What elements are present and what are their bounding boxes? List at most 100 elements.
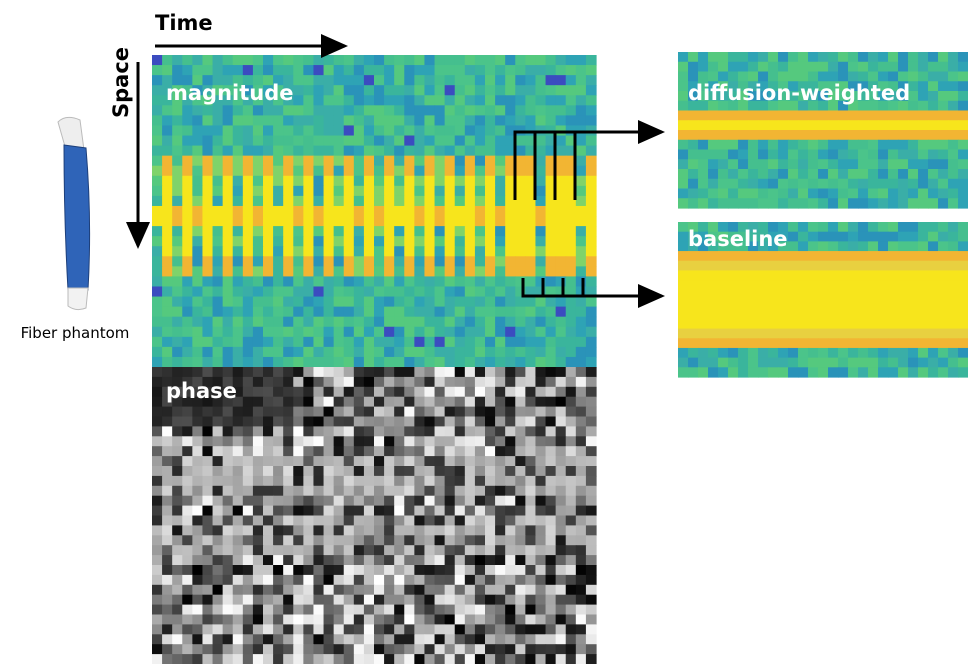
baseline-pixel bbox=[878, 338, 889, 348]
magnitude-pixel bbox=[455, 276, 466, 287]
phase-pixel bbox=[475, 624, 486, 635]
phase-pixel bbox=[586, 585, 597, 596]
phase-pixel bbox=[344, 624, 355, 635]
magnitude-pixel bbox=[334, 246, 345, 257]
dw-pixel bbox=[908, 189, 919, 199]
magnitude-pixel bbox=[546, 206, 557, 217]
dw-pixel bbox=[948, 189, 959, 199]
phase-pixel bbox=[424, 367, 435, 378]
baseline-pixel bbox=[748, 358, 759, 368]
phase-pixel bbox=[202, 426, 213, 437]
magnitude-pixel bbox=[566, 266, 577, 277]
phase-pixel bbox=[445, 426, 456, 437]
phase-pixel bbox=[404, 377, 415, 388]
phase-pixel bbox=[394, 367, 405, 378]
phase-pixel bbox=[354, 644, 365, 655]
magnitude-pixel bbox=[213, 307, 224, 318]
phase-pixel bbox=[152, 605, 163, 616]
phase-pixel bbox=[445, 476, 456, 487]
magnitude-pixel bbox=[344, 125, 355, 136]
magnitude-pixel bbox=[465, 226, 476, 237]
magnitude-pixel bbox=[243, 176, 254, 187]
magnitude-pixel bbox=[576, 55, 587, 66]
phase-pixel bbox=[172, 496, 183, 507]
phase-pixel bbox=[384, 575, 395, 586]
dw-pixel bbox=[718, 52, 729, 62]
phase-pixel bbox=[324, 575, 335, 586]
phase-pixel bbox=[152, 397, 163, 408]
baseline-pixel bbox=[858, 251, 869, 261]
dw-pixel bbox=[678, 81, 689, 91]
baseline-pixel bbox=[818, 232, 829, 242]
phase-pixel bbox=[253, 417, 264, 428]
magnitude-pixel bbox=[182, 307, 193, 318]
phase-pixel bbox=[354, 456, 365, 467]
phase-pixel bbox=[213, 516, 224, 527]
phase-pixel bbox=[445, 575, 456, 586]
magnitude-pixel bbox=[344, 317, 355, 328]
baseline-pixel bbox=[948, 300, 959, 310]
dw-pixel bbox=[718, 189, 729, 199]
magnitude-pixel bbox=[515, 166, 526, 177]
phase-pixel bbox=[586, 545, 597, 556]
magnitude-pixel bbox=[293, 146, 304, 157]
phase-pixel bbox=[475, 466, 486, 477]
phase-pixel bbox=[485, 486, 496, 497]
phase-pixel bbox=[354, 585, 365, 596]
magnitude-pixel bbox=[223, 317, 234, 328]
magnitude-pixel bbox=[414, 276, 425, 287]
baseline-pixel bbox=[928, 300, 939, 310]
baseline-pixel bbox=[838, 329, 849, 339]
baseline-pixel bbox=[948, 319, 959, 329]
dw-pixel bbox=[798, 179, 809, 189]
phase-pixel bbox=[546, 367, 557, 378]
magnitude-pixel bbox=[233, 125, 244, 136]
magnitude-pixel bbox=[465, 276, 476, 287]
magnitude-pixel bbox=[485, 337, 496, 348]
phase-pixel bbox=[152, 436, 163, 447]
magnitude-pixel bbox=[475, 196, 486, 207]
magnitude-pixel bbox=[344, 136, 355, 147]
baseline-pixel bbox=[848, 358, 859, 368]
dw-pixel bbox=[848, 62, 859, 72]
phase-pixel bbox=[152, 654, 163, 664]
magnitude-pixel bbox=[586, 176, 597, 187]
baseline-pixel bbox=[928, 290, 939, 300]
phase-pixel bbox=[324, 377, 335, 388]
phase-pixel bbox=[404, 565, 415, 576]
phase-pixel bbox=[404, 595, 415, 606]
phase-pixel bbox=[414, 605, 425, 616]
magnitude-pixel bbox=[556, 276, 567, 287]
magnitude-pixel bbox=[465, 166, 476, 177]
magnitude-pixel bbox=[162, 65, 173, 76]
phase-pixel bbox=[556, 377, 567, 388]
magnitude-pixel bbox=[243, 206, 254, 217]
phase-pixel bbox=[263, 407, 274, 418]
phase-pixel bbox=[374, 506, 385, 516]
magnitude-pixel bbox=[213, 216, 224, 227]
dw-pixel bbox=[768, 111, 779, 121]
magnitude-pixel bbox=[495, 176, 506, 187]
magnitude-pixel bbox=[263, 276, 274, 287]
magnitude-pixel bbox=[334, 166, 345, 177]
phase-pixel bbox=[404, 654, 415, 664]
magnitude-pixel bbox=[223, 166, 234, 177]
phase-pixel bbox=[162, 436, 173, 447]
phase-pixel bbox=[273, 436, 284, 447]
magnitude-pixel bbox=[354, 75, 365, 86]
phase-pixel bbox=[374, 516, 385, 527]
baseline-pixel bbox=[898, 222, 909, 232]
baseline-pixel bbox=[888, 280, 899, 290]
magnitude-pixel bbox=[364, 236, 375, 247]
phase-pixel bbox=[192, 367, 203, 378]
phase-pixel bbox=[384, 496, 395, 507]
phase-pixel bbox=[515, 615, 526, 626]
magnitude-pixel bbox=[324, 317, 335, 328]
phase-pixel bbox=[404, 634, 415, 645]
magnitude-pixel bbox=[354, 196, 365, 207]
phase-pixel bbox=[152, 644, 163, 655]
magnitude-pixel bbox=[233, 276, 244, 287]
phase-pixel bbox=[525, 575, 536, 586]
baseline-pixel bbox=[928, 232, 939, 242]
baseline-pixel bbox=[828, 251, 839, 261]
